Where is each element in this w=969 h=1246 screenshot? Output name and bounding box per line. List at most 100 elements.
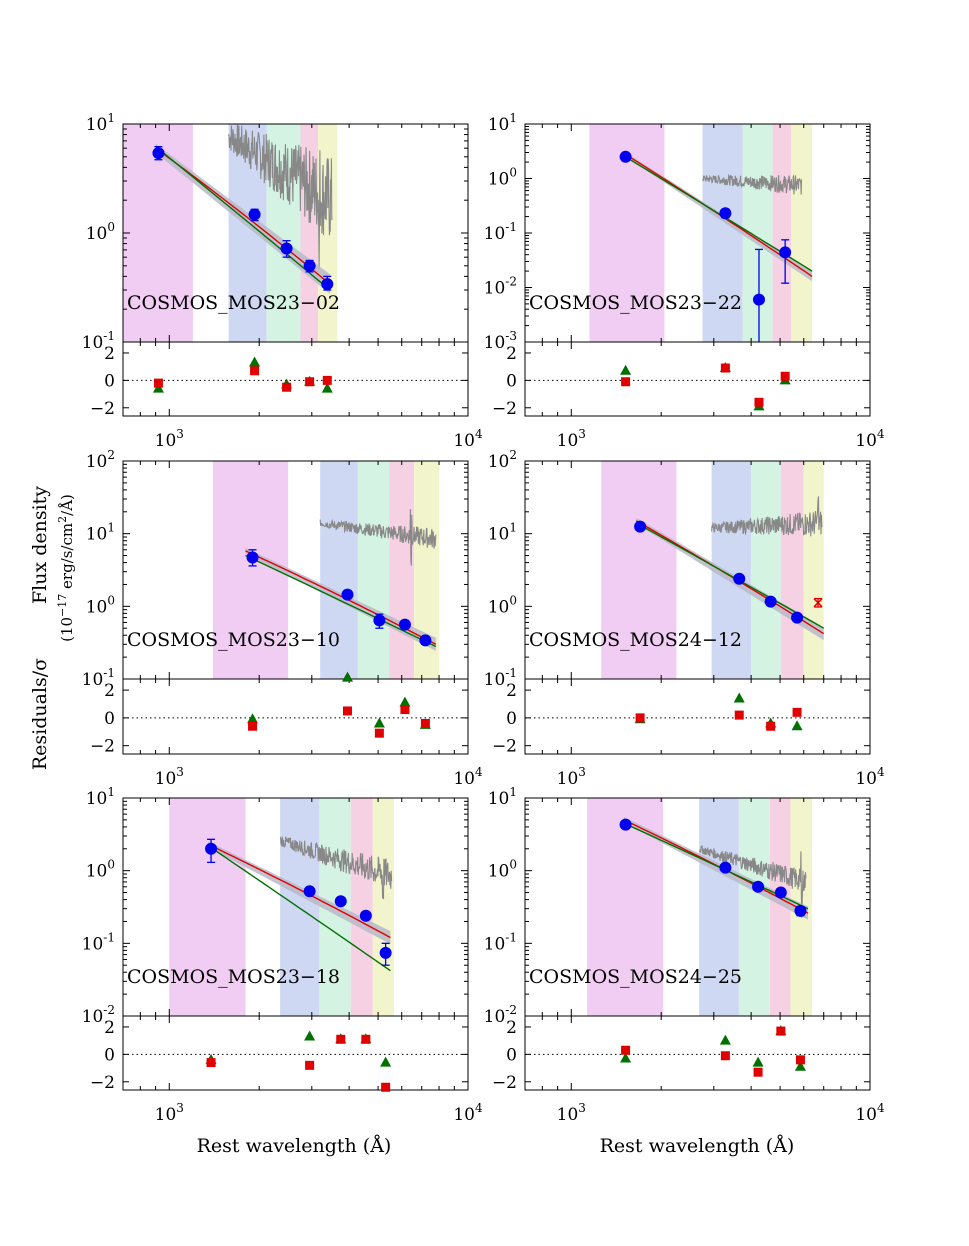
ytick-label: 10-1 <box>82 666 115 690</box>
resid-frame <box>524 1015 871 1091</box>
photometry-point <box>794 904 807 917</box>
residuals-label: Residuals/σ <box>29 658 51 770</box>
ytick-exp: 0 <box>509 858 517 872</box>
resid-red-marker <box>342 706 352 716</box>
resid-ytick-label: −2 <box>90 399 115 419</box>
photometry-point <box>619 150 632 163</box>
ytick-exp: 1 <box>107 521 115 535</box>
resid-green-marker <box>733 692 745 703</box>
xtick-base: 10 <box>453 769 475 789</box>
ytick-exp: -1 <box>505 220 517 234</box>
filter-band <box>702 124 743 342</box>
ytick-base: 10 <box>82 670 104 690</box>
ytick-label: 10-1 <box>484 930 517 954</box>
ytick-exp: 1 <box>107 111 115 125</box>
main-area <box>601 461 825 679</box>
resid-ytick-label: −2 <box>492 399 517 419</box>
photometry-point <box>779 246 792 259</box>
ytick-exp: -1 <box>505 666 517 680</box>
flux-units-part2: erg/s/cm <box>58 523 76 594</box>
resid-ytick-label: 0 <box>506 709 517 729</box>
ytick-base: 10 <box>82 1007 104 1027</box>
xtick-label: 103 <box>155 765 184 789</box>
xtick-label: 103 <box>557 765 586 789</box>
model-green-line <box>245 554 437 648</box>
ytick-label: 10-3 <box>484 329 517 353</box>
xtick-exp: 4 <box>475 765 483 779</box>
resid-green-marker <box>752 1056 764 1067</box>
xtick-label: 104 <box>855 1101 885 1125</box>
resid-red-marker <box>336 1034 346 1044</box>
panel-title: COSMOS_MOS23−18 <box>127 966 340 988</box>
resid-ytick-label: 2 <box>506 1018 517 1038</box>
flux-units-sq: 2 <box>56 516 69 523</box>
resid-ytick-label: −2 <box>492 737 517 757</box>
resid-red-marker <box>720 1051 730 1061</box>
ytick-label: 101 <box>488 111 517 135</box>
resid-frame <box>122 678 469 755</box>
ytick-exp: -1 <box>103 329 115 343</box>
resid-red-marker <box>621 1045 631 1055</box>
ytick-label: 101 <box>86 785 115 809</box>
filter-band <box>699 798 739 1016</box>
resid-red-marker <box>361 1034 371 1044</box>
xtick-base: 10 <box>453 431 475 451</box>
photometry-point <box>248 208 261 221</box>
xtick-label: 104 <box>453 427 483 451</box>
ytick-exp: 0 <box>107 858 115 872</box>
ytick-base: 10 <box>86 452 108 472</box>
resid-green-marker <box>794 1060 806 1071</box>
ytick-base: 10 <box>488 452 510 472</box>
ytick-exp: -2 <box>505 1003 517 1017</box>
resid-ytick-label: 2 <box>104 1018 115 1038</box>
filter-band <box>803 461 824 679</box>
xtick-label: 103 <box>557 1101 586 1125</box>
model-red-line <box>207 843 391 939</box>
panel-title: COSMOS_MOS23−10 <box>127 629 340 651</box>
resid-red-marker <box>305 1060 315 1070</box>
ytick-label: 101 <box>488 785 517 809</box>
flux-units-part1: (10 <box>58 617 76 642</box>
filter-band <box>372 798 394 1016</box>
ytick-base: 10 <box>86 224 108 244</box>
xtick-base: 10 <box>557 769 579 789</box>
resid-red-marker <box>792 707 802 717</box>
resid-red-marker <box>621 377 631 387</box>
photometry-point <box>280 242 293 255</box>
ytick-base: 10 <box>484 1007 506 1027</box>
ytick-base: 10 <box>484 224 506 244</box>
ytick-label: 100 <box>86 858 115 882</box>
resid-frame <box>122 1015 469 1091</box>
panel-title: COSMOS_MOS24−25 <box>529 966 742 988</box>
spectrum-line <box>279 835 393 900</box>
ytick-base: 10 <box>488 170 510 190</box>
xtick-base: 10 <box>855 769 877 789</box>
resid-frame <box>122 341 469 417</box>
xtick-label: 104 <box>855 765 885 789</box>
ytick-exp: -2 <box>103 1003 115 1017</box>
resid-ytick-label: 0 <box>104 709 115 729</box>
ytick-base: 10 <box>484 670 506 690</box>
filter-band <box>320 461 358 679</box>
xtick-base: 10 <box>855 431 877 451</box>
ytick-label: 10-2 <box>484 275 517 299</box>
photometry-point <box>341 588 354 601</box>
resid-ytick-label: 0 <box>506 1045 517 1065</box>
resid-ytick-label: 2 <box>506 344 517 364</box>
filter-band <box>791 124 813 342</box>
ytick-label: 101 <box>86 111 115 135</box>
resid-frame <box>524 678 871 755</box>
spectrum-line <box>711 496 823 537</box>
filter-band <box>357 461 390 679</box>
xtick-base: 10 <box>155 1105 177 1125</box>
ytick-exp: -3 <box>505 329 517 343</box>
resid-red-marker <box>206 1058 216 1068</box>
photometry-point <box>303 259 316 272</box>
panel-title: COSMOS_MOS23−22 <box>529 292 742 314</box>
resid-ytick-label: 0 <box>104 1045 115 1065</box>
main-area <box>169 798 394 1016</box>
photometry-point <box>359 909 372 922</box>
filter-band <box>280 798 320 1016</box>
